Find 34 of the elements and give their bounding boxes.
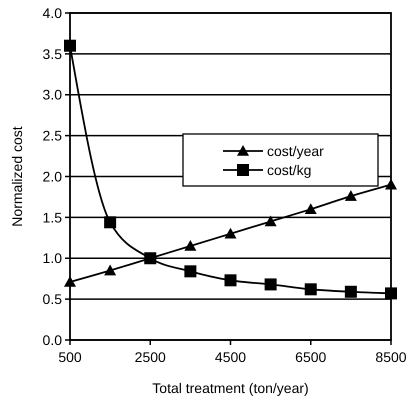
point xyxy=(344,190,357,201)
x-tick-label: 4500 xyxy=(214,349,246,365)
y-tick-label: 2.0 xyxy=(42,168,62,184)
point xyxy=(184,240,196,251)
legend-label: cost/year xyxy=(267,142,324,159)
point xyxy=(264,278,277,290)
x-tick-label: 6500 xyxy=(295,349,327,365)
point xyxy=(64,40,76,52)
point xyxy=(264,215,277,226)
y-axis-title: Normalized cost xyxy=(9,126,25,227)
x-tick-label: 2500 xyxy=(134,349,166,365)
y-tick-label: 0.0 xyxy=(42,332,62,348)
point xyxy=(344,286,357,298)
point xyxy=(304,203,317,214)
x-tick-label: 8500 xyxy=(375,349,407,365)
point xyxy=(104,216,116,228)
point xyxy=(104,264,116,276)
point xyxy=(304,283,317,296)
point xyxy=(224,228,236,239)
point xyxy=(224,274,236,286)
legend-label: cost/kg xyxy=(267,162,312,178)
point xyxy=(184,265,196,278)
y-tick-label: 0.5 xyxy=(42,291,62,308)
point xyxy=(385,178,397,190)
y-tick-label: 4.0 xyxy=(42,4,62,21)
x-tick-label: 500 xyxy=(58,349,82,365)
point xyxy=(64,276,76,287)
point xyxy=(385,287,397,300)
x-axis-title: Total treatment (ton/year) xyxy=(152,380,309,396)
y-tick-label: 3.5 xyxy=(42,46,62,62)
y-tick-label: 2.5 xyxy=(42,128,62,144)
y-tick-label: 3.0 xyxy=(42,86,62,103)
y-tick-label: 1.5 xyxy=(42,209,62,226)
y-tick-label: 1.0 xyxy=(42,250,62,266)
